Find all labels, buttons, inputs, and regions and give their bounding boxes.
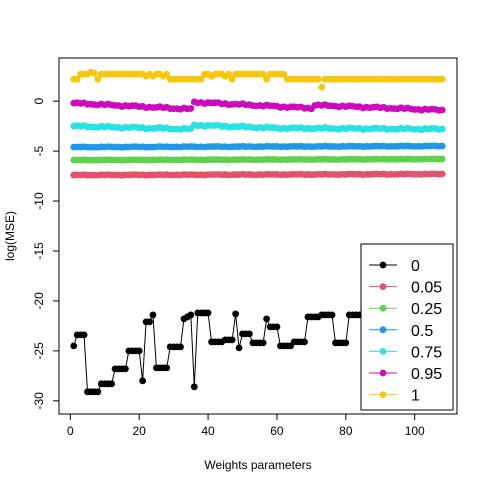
data-point [438, 106, 446, 114]
data-point [280, 70, 288, 78]
legend: 0 0.05 0.25 0.5 0.75 0.95 1 [360, 243, 454, 411]
data-point [342, 339, 350, 347]
data-point [301, 338, 308, 346]
data-point [263, 315, 271, 323]
y-axis-title: log(MSE) [3, 211, 17, 261]
data-point [94, 75, 102, 83]
legend-item: 0 [369, 258, 420, 275]
series-0.05 [70, 170, 446, 179]
data-point [108, 380, 116, 388]
data-point [263, 75, 271, 83]
x-tick-label: 40 [201, 424, 215, 438]
series-0.25 [70, 155, 446, 164]
data-point [259, 339, 267, 347]
legend-label: 0.05 [411, 280, 442, 297]
data-point [314, 75, 322, 83]
data-point [187, 311, 195, 319]
data-point [190, 383, 198, 391]
legend-marker [379, 348, 387, 355]
y-tick-label: -30 [32, 392, 46, 410]
x-tick-label: 100 [405, 424, 425, 438]
data-point [73, 75, 81, 83]
legend-marker [379, 369, 387, 377]
legend-marker [379, 261, 387, 269]
series-1 [70, 68, 446, 91]
data-point [149, 311, 157, 319]
data-point [232, 310, 240, 318]
series-0.95 [70, 98, 446, 114]
legend-marker [379, 326, 387, 334]
data-point [163, 364, 171, 372]
series-0.5 [70, 142, 446, 151]
data-point [187, 105, 195, 112]
data-point [438, 125, 446, 133]
data-point [245, 330, 253, 338]
data-point [177, 343, 184, 351]
legend-item: 0.75 [369, 344, 442, 361]
data-point [163, 70, 171, 78]
data-point [197, 75, 205, 83]
legend-item: 0.95 [369, 366, 442, 383]
legend-label: 0.95 [411, 366, 442, 383]
data-point [228, 75, 236, 83]
legend-label: 0.25 [411, 301, 442, 318]
legend-label: 0.75 [411, 344, 442, 361]
data-point [228, 336, 236, 344]
legend-item: 0.05 [369, 280, 442, 297]
legend-marker [379, 304, 387, 312]
data-point [438, 155, 446, 163]
x-tick-label: 0 [67, 424, 74, 438]
x-tick-label: 80 [339, 424, 353, 438]
data-point [259, 70, 267, 78]
y-axis: 0 -5 -10 -15 -20 -25 -30 [32, 97, 60, 410]
x-tick-label: 20 [132, 424, 146, 438]
data-point [438, 142, 446, 150]
data-point [135, 347, 143, 355]
data-point [438, 170, 446, 178]
legend-label: 0.5 [411, 323, 433, 340]
legend-item: 0.5 [369, 323, 433, 340]
data-point [328, 311, 336, 319]
y-tick-label: -10 [32, 192, 46, 210]
x-tick-label: 60 [270, 424, 284, 438]
y-tick-label: -5 [32, 145, 46, 156]
y-tick-label: 0 [32, 97, 46, 104]
legend-item: 1 [369, 388, 420, 405]
legend-marker [379, 283, 387, 290]
y-tick-label: -25 [32, 342, 46, 360]
data-point [438, 75, 446, 83]
legend-marker [379, 391, 387, 398]
x-axis: 0 20 40 60 80 100 [67, 413, 425, 438]
data-point [235, 344, 243, 352]
series-0.75 [70, 121, 446, 134]
data-point [70, 342, 78, 350]
legend-item: 0.25 [369, 301, 442, 318]
data-point [94, 388, 102, 396]
y-tick-label: -20 [32, 292, 46, 310]
legend-frame [360, 243, 454, 411]
x-axis-title: Weights parameters [204, 458, 311, 472]
data-point [225, 70, 233, 78]
data-point [273, 323, 281, 331]
data-point [122, 365, 129, 373]
data-point [139, 377, 147, 385]
y-tick-label: -15 [32, 242, 46, 260]
legend-label: 0 [411, 258, 420, 275]
data-point [91, 69, 98, 77]
data-point [204, 309, 212, 317]
legend-label: 1 [411, 388, 420, 405]
data-point [146, 318, 153, 326]
data-point [80, 331, 88, 339]
data-point [318, 83, 326, 91]
